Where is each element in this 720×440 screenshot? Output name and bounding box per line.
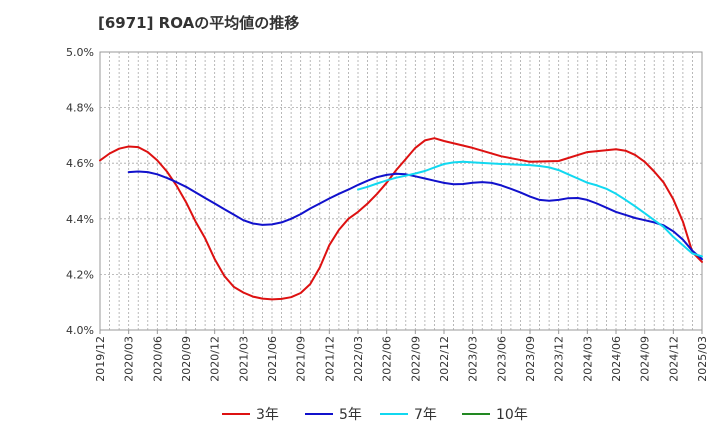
y-tick-label: 5.0% [66, 46, 94, 59]
x-tick-label: 2020/09 [180, 336, 193, 382]
x-tick-label: 2025/03 [696, 336, 709, 382]
x-tick-label: 2023/09 [524, 336, 537, 382]
series-line-2 [127, 170, 703, 261]
x-tick-label: 2020/06 [151, 336, 164, 382]
x-tick-label: 2021/03 [237, 336, 250, 382]
x-axis: 2019/12 2020/03 2020/06 2020/09 2020/12 2021/… [94, 330, 709, 382]
chart-title: [6971] ROAの平均値の推移 [98, 14, 300, 32]
y-tick-label: 4.0% [66, 324, 94, 337]
x-tick-label: 2020/12 [209, 336, 222, 382]
y-tick-label: 4.6% [66, 157, 94, 170]
x-tick-label: 2024/03 [581, 336, 594, 382]
x-tick-label: 2022/12 [438, 336, 451, 382]
x-tick-label: 2022/09 [409, 336, 422, 382]
y-axis: 4.0% 4.2% 4.4% 4.6% 4.8% 5.0% [66, 46, 94, 337]
x-tick-label: 2024/06 [610, 336, 623, 382]
plot-area [99, 51, 703, 331]
y-tick-label: 4.8% [66, 102, 94, 115]
x-tick-label: 2023/03 [467, 336, 480, 382]
y-tick-label: 4.4% [66, 213, 94, 226]
legend-label-4: 10年 [496, 407, 528, 423]
x-tick-label: 2024/12 [667, 336, 680, 382]
x-tick-label: 2019/12 [94, 336, 107, 382]
series-lines [99, 137, 703, 301]
x-tick-label: 2021/12 [323, 336, 336, 382]
x-tick-label: 2023/06 [495, 336, 508, 382]
legend-label-1: 3年 [256, 407, 279, 423]
x-tick-label: 2024/09 [639, 336, 652, 382]
series-line-3 [357, 160, 703, 258]
x-tick-label: 2022/03 [352, 336, 365, 382]
legend: 3年 5年 7年 10年 [222, 407, 528, 423]
legend-label-2: 5年 [339, 407, 362, 423]
legend-label-3: 7年 [414, 407, 437, 423]
x-tick-label: 2022/06 [381, 336, 394, 382]
y-tick-label: 4.2% [66, 268, 94, 281]
series-line-1 [99, 137, 703, 301]
x-tick-label: 2020/03 [123, 336, 136, 382]
x-tick-label: 2021/06 [266, 336, 279, 382]
x-tick-label: 2023/12 [553, 336, 566, 382]
x-tick-label: 2021/09 [295, 336, 308, 382]
